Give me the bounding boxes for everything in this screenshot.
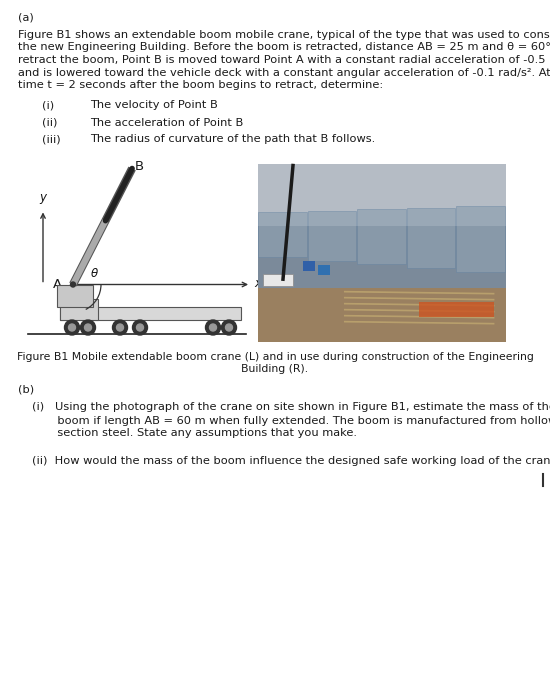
Circle shape (69, 324, 75, 331)
Bar (456, 206, 505, 272)
Circle shape (210, 324, 217, 331)
Circle shape (222, 320, 236, 335)
Text: (a): (a) (18, 13, 34, 23)
Circle shape (113, 320, 128, 335)
Bar (60, 299, 98, 319)
Bar (60, 307, 241, 319)
Text: boom if length AB = 60 m when fully extended. The boom is manufactured from holl: boom if length AB = 60 m when fully exte… (32, 415, 550, 425)
Circle shape (117, 324, 124, 331)
Text: time t = 2 seconds after the boom begins to retract, determine:: time t = 2 seconds after the boom begins… (18, 80, 383, 90)
Text: θ: θ (91, 267, 98, 280)
Bar (258, 226, 506, 293)
Text: (ii)  How would the mass of the boom influence the designed safe working load of: (ii) How would the mass of the boom infl… (32, 456, 550, 466)
Circle shape (206, 320, 221, 335)
Bar (57, 284, 93, 307)
Circle shape (64, 320, 80, 335)
Circle shape (80, 320, 96, 335)
Text: (iii): (iii) (42, 135, 60, 144)
Bar (258, 288, 506, 342)
Text: The velocity of Point B: The velocity of Point B (90, 100, 218, 111)
Text: the new Engineering Building. Before the boom is retracted, distance AB = 25 m a: the new Engineering Building. Before the… (18, 42, 550, 53)
Bar (419, 303, 493, 317)
Text: Figure B1 shows an extendable boom mobile crane, typical of the type that was us: Figure B1 shows an extendable boom mobil… (18, 30, 550, 40)
Text: y: y (40, 191, 47, 204)
Circle shape (133, 320, 147, 335)
Text: B: B (135, 160, 144, 173)
Text: The acceleration of Point B: The acceleration of Point B (90, 117, 243, 127)
Text: x: x (254, 277, 261, 290)
Text: section steel. State any assumptions that you make.: section steel. State any assumptions tha… (32, 429, 357, 439)
Text: (ii): (ii) (42, 117, 57, 127)
Bar (307, 211, 356, 261)
Bar (317, 265, 329, 275)
Text: A: A (53, 278, 62, 290)
Bar (258, 164, 506, 342)
Text: and is lowered toward the vehicle deck with a constant angular acceleration of -: and is lowered toward the vehicle deck w… (18, 67, 550, 78)
Bar (263, 274, 293, 286)
Text: retract the boom, Point B is moved toward Point A with a constant radial acceler: retract the boom, Point B is moved towar… (18, 55, 550, 65)
Bar (357, 209, 406, 264)
Circle shape (85, 324, 91, 331)
Text: (i)   Using the photograph of the crane on site shown in Figure B1, estimate the: (i) Using the photograph of the crane on… (32, 402, 550, 412)
Bar (407, 208, 455, 268)
Circle shape (136, 324, 144, 331)
Circle shape (70, 282, 75, 287)
Text: Building (R).: Building (R). (241, 365, 309, 375)
Text: (i): (i) (42, 100, 54, 111)
Text: Figure B1 Mobile extendable boom crane (L) and in use during construction of the: Figure B1 Mobile extendable boom crane (… (16, 352, 534, 361)
Bar (258, 164, 506, 226)
Text: The radius of curvature of the path that B follows.: The radius of curvature of the path that… (90, 135, 375, 144)
Text: (b): (b) (18, 384, 34, 394)
Bar (302, 262, 315, 272)
Circle shape (226, 324, 233, 331)
Bar (258, 212, 306, 257)
